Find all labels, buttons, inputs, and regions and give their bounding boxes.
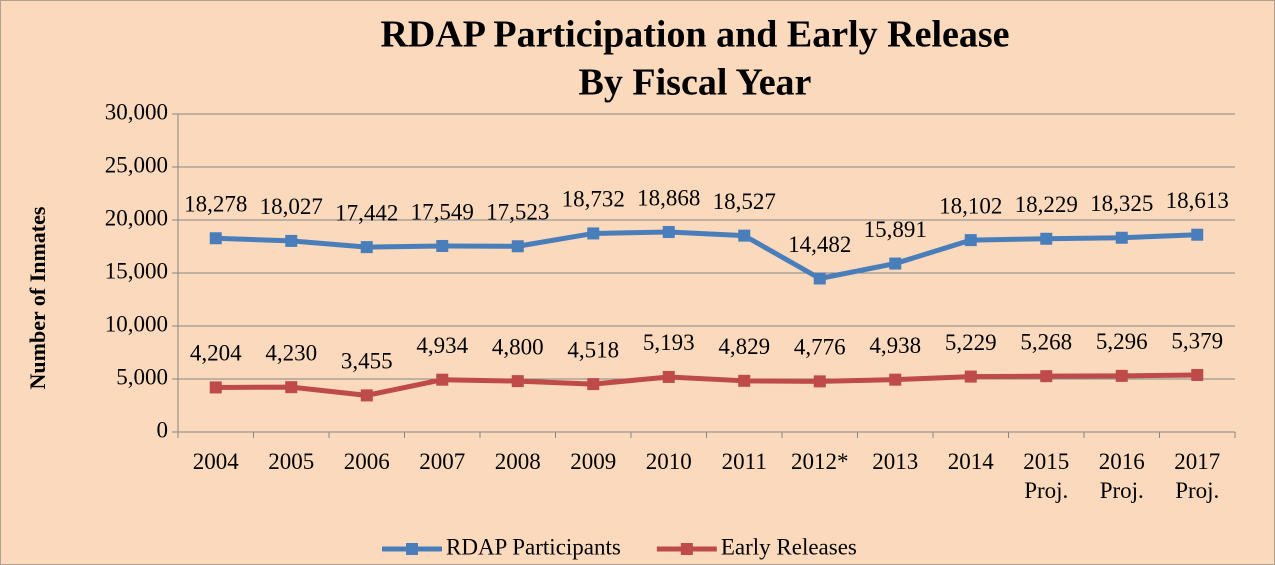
x-tick-label: 2008 <box>495 449 541 474</box>
y-tick-label: 15,000 <box>105 258 168 283</box>
marker <box>1115 231 1128 244</box>
x-tick-label: 2007 <box>419 449 465 474</box>
marker <box>511 375 524 388</box>
x-tick-label: 2012* <box>791 449 849 474</box>
data-label: 18,027 <box>260 194 323 219</box>
y-tick-label: 25,000 <box>105 152 168 177</box>
data-label: 18,325 <box>1090 191 1153 216</box>
marker <box>285 381 298 394</box>
x-tick-label: 2006 <box>344 449 390 474</box>
marker <box>889 373 902 386</box>
data-label: 3,455 <box>341 349 393 374</box>
data-label: 4,934 <box>416 333 468 358</box>
legend-label: Early Releases <box>721 534 857 559</box>
x-tick-label: 2015 Proj. <box>1023 449 1069 503</box>
data-label: 17,523 <box>486 200 549 225</box>
x-tick-label: 2014 <box>948 449 995 474</box>
marker <box>964 234 977 247</box>
data-label: 4,204 <box>190 341 242 366</box>
y-axis-title: Number of Inmates <box>25 206 50 389</box>
data-label: 18,868 <box>637 185 700 210</box>
series-line <box>215 229 1198 281</box>
marker <box>587 227 600 240</box>
marker <box>662 225 675 238</box>
marker <box>1191 368 1204 381</box>
marker <box>209 381 222 394</box>
marker <box>662 370 675 383</box>
legend-marker <box>680 543 693 555</box>
data-label: 5,193 <box>643 330 695 355</box>
data-label: 4,230 <box>265 340 317 365</box>
x-tick-label: 2016 Proj. <box>1099 449 1145 503</box>
y-tick-label: 10,000 <box>105 311 168 336</box>
marker <box>1040 370 1053 383</box>
data-label: 18,229 <box>1015 192 1078 217</box>
marker <box>285 234 298 247</box>
marker <box>360 241 373 254</box>
data-label: 18,278 <box>184 192 247 217</box>
marker <box>436 373 449 386</box>
marker <box>813 272 826 285</box>
y-tick-label: 0 <box>157 417 169 442</box>
y-tick-label: 20,000 <box>105 205 168 230</box>
x-tick-label: 2009 <box>570 449 616 474</box>
data-label: 18,102 <box>939 193 1002 218</box>
legend-marker <box>406 543 418 555</box>
data-label: 4,776 <box>794 335 846 360</box>
legend-label: RDAP Participants <box>446 534 621 559</box>
data-label: 4,518 <box>567 337 619 362</box>
x-tick-label: 2010 <box>646 449 692 474</box>
marker <box>436 239 449 252</box>
data-label: 18,732 <box>562 187 625 212</box>
data-label: 5,296 <box>1096 329 1148 354</box>
data-label: 17,442 <box>335 200 398 225</box>
marker <box>1040 232 1053 245</box>
marker <box>813 375 826 388</box>
data-label: 18,613 <box>1166 188 1229 213</box>
y-tick-label: 30,000 <box>105 99 168 124</box>
data-label: 4,938 <box>869 333 921 358</box>
chart-subtitle: By Fiscal Year <box>579 62 812 104</box>
chart-title: RDAP Participation and Early Release <box>380 14 1009 56</box>
marker <box>738 374 751 387</box>
data-label: 15,891 <box>864 217 927 242</box>
marker <box>587 378 600 391</box>
y-tick-label: 5,000 <box>116 364 168 389</box>
x-tick-label: 2013 <box>872 449 918 474</box>
data-label: 5,268 <box>1020 329 1072 354</box>
data-label: 14,482 <box>788 232 851 257</box>
marker <box>511 240 524 253</box>
data-label: 18,527 <box>713 189 776 214</box>
marker <box>1191 228 1204 241</box>
x-tick-label: 2017 Proj. <box>1174 449 1220 503</box>
marker <box>209 232 222 245</box>
data-label: 17,549 <box>411 199 474 224</box>
marker <box>889 257 902 270</box>
x-tick-label: 2005 <box>268 449 314 474</box>
marker <box>964 370 977 383</box>
series-line <box>215 372 1198 398</box>
marker <box>360 389 373 402</box>
x-tick-label: 2011 <box>722 449 767 474</box>
marker <box>1115 369 1128 382</box>
data-label: 4,800 <box>492 334 544 359</box>
data-label: 5,379 <box>1171 328 1223 353</box>
marker <box>738 229 751 242</box>
x-tick-label: 2004 <box>193 449 240 474</box>
data-label: 5,229 <box>945 330 997 355</box>
data-label: 4,829 <box>718 334 770 359</box>
